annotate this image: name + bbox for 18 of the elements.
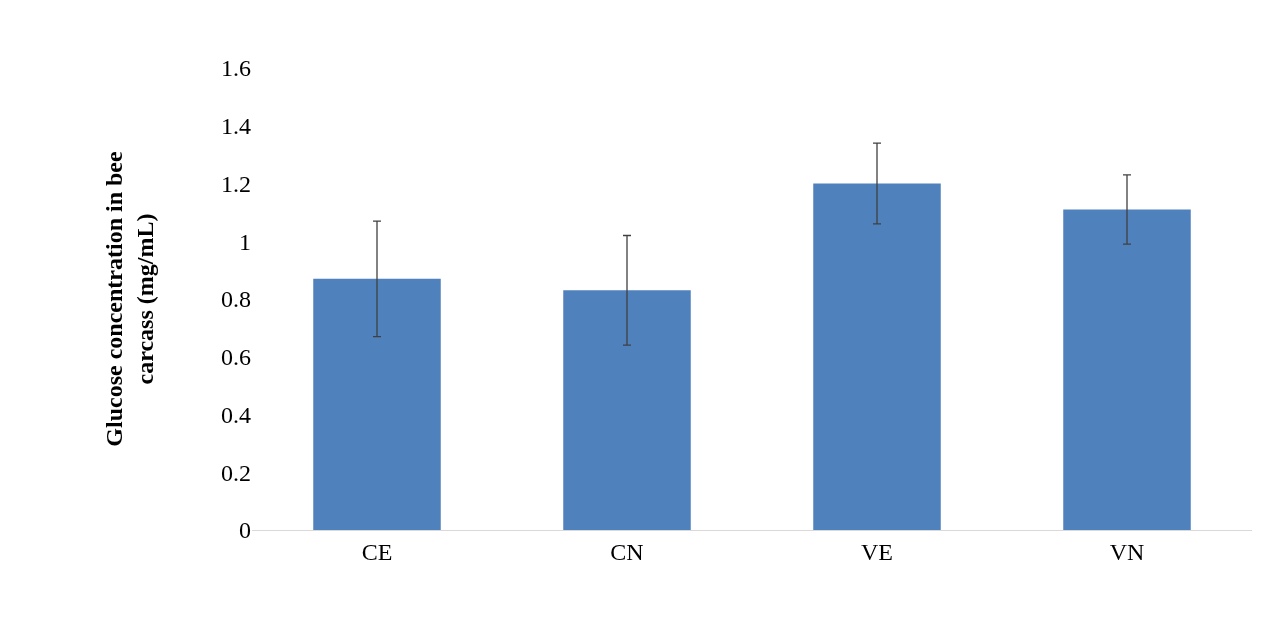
x-tick-label: CN: [610, 538, 644, 565]
bar: [813, 183, 941, 530]
x-tick-label: CE: [361, 538, 393, 565]
bar: [563, 290, 691, 530]
y-axis-title: Glucose concentration in bee carcass (mg/mL): [100, 151, 159, 447]
y-tick-label: 1.4: [221, 113, 251, 140]
y-tick-label: 1.2: [221, 170, 251, 197]
y-tick-label: 0.2: [221, 459, 251, 486]
y-tick-label: 0.4: [221, 401, 251, 428]
y-tick-label: 1.6: [221, 55, 251, 82]
bar: [1063, 209, 1191, 530]
x-tick-label: VE: [861, 538, 893, 565]
y-tick-label: 1: [239, 228, 251, 255]
x-tick-label: VN: [1109, 538, 1145, 565]
y-tick-label: 0.8: [221, 286, 251, 313]
y-tick-label: 0.6: [221, 344, 251, 371]
bar: [313, 278, 441, 530]
y-tick-label: 0: [239, 517, 251, 544]
